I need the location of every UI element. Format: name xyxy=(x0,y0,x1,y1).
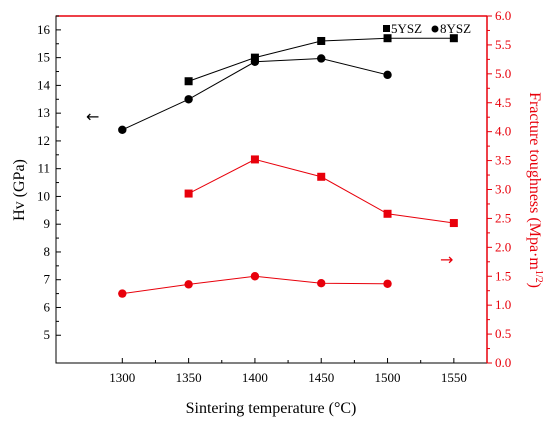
data-point-5ysz-left xyxy=(317,36,326,45)
x-tick-label: 1350 xyxy=(176,370,202,385)
y-left-tick-label: 14 xyxy=(37,77,51,92)
y-right-tick-label: 4.0 xyxy=(495,124,511,139)
y-right-tick-label: 1.5 xyxy=(495,268,511,283)
data-point-5ysz-right xyxy=(449,219,458,228)
x-tick-label: 1300 xyxy=(109,370,135,385)
x-tick-label: 1450 xyxy=(308,370,334,385)
data-point-8ysz-right xyxy=(317,278,326,288)
y-left-tick-label: 5 xyxy=(44,327,51,342)
y-right-tick-label: 5.0 xyxy=(495,66,511,81)
y-left-tick-label: 12 xyxy=(37,133,50,148)
data-point-5ysz-right xyxy=(184,189,193,198)
legend: 5YSZ 8YSZ xyxy=(383,21,471,36)
series-line-5ysz-right xyxy=(188,158,454,224)
data-point-5ysz-right xyxy=(383,209,392,218)
data-point-8ysz-right xyxy=(250,272,260,281)
plot-frame xyxy=(55,15,488,364)
data-point-8ysz-right xyxy=(383,279,392,288)
y-right-tick-label: 2.0 xyxy=(495,239,511,254)
y-left-tick-label: 6 xyxy=(44,299,51,314)
data-point-5ysz-left xyxy=(184,77,193,86)
y-right-tick-label: 0.0 xyxy=(495,355,511,370)
y-left-tick-label: 7 xyxy=(44,272,51,287)
y-right-tick-label: 5.5 xyxy=(495,37,511,52)
y-right-tick-label: 1.0 xyxy=(495,297,511,312)
y-left-tick-label: 16 xyxy=(37,22,51,37)
data-point-8ysz-right xyxy=(184,280,193,289)
x-tick-label: 1550 xyxy=(441,370,467,385)
legend-label-8ysz: 8YSZ xyxy=(440,21,471,36)
data-point-8ysz-left xyxy=(118,125,127,135)
legend-marker-8ysz xyxy=(431,25,439,33)
data-point-8ysz-left xyxy=(383,70,392,80)
data-point-5ysz-right xyxy=(317,172,326,181)
y-left-tick-label: 10 xyxy=(37,188,50,203)
y-left-tick-label: 8 xyxy=(44,244,51,259)
y-right-tick-label: 6.0 xyxy=(495,8,511,23)
y-left-tick-label: 11 xyxy=(37,161,50,176)
data-point-5ysz-right xyxy=(250,155,259,164)
y-axis-right-title-sup: 1/2 xyxy=(533,270,544,283)
y-left-tick-label: 9 xyxy=(44,216,51,231)
y-right-tick-label: 4.5 xyxy=(495,95,511,110)
y-axis-left-title: Hv (GPa) xyxy=(11,159,28,221)
y-right-tick-label: 3.5 xyxy=(495,153,511,168)
y-left-tick-label: 13 xyxy=(37,105,50,120)
y-left-tick-label: 15 xyxy=(37,50,50,65)
left-arrow-annotation: ← xyxy=(86,107,99,126)
data-point-8ysz-left xyxy=(184,95,193,104)
data-point-8ysz-left xyxy=(317,54,326,63)
y-right-tick-label: 2.5 xyxy=(495,210,511,225)
data-point-8ysz-left xyxy=(250,57,260,67)
x-tick-label: 1500 xyxy=(375,370,401,385)
y-right-tick-label: 3.0 xyxy=(495,182,511,197)
y-axis-right-title: Fracture toughness (Mpa·m1/2) xyxy=(526,92,544,288)
y-right-tick-label: 0.5 xyxy=(495,326,511,341)
legend-label-5ysz: 5YSZ xyxy=(391,21,422,36)
right-arrow-annotation: → xyxy=(440,250,453,269)
data-point-8ysz-right xyxy=(118,289,127,298)
data-point-5ysz-left xyxy=(383,34,392,43)
legend-marker-5ysz xyxy=(383,25,390,32)
x-axis-title: Sintering temperature (°C) xyxy=(186,400,357,417)
data-point-5ysz-left xyxy=(449,34,458,43)
x-tick-label: 1400 xyxy=(242,370,268,385)
y-axis-right-title-main: Fracture toughness (Mpa·m xyxy=(526,92,543,270)
y-axis-right-title-close: ) xyxy=(526,283,543,288)
series-line-8ysz-left xyxy=(122,57,388,131)
